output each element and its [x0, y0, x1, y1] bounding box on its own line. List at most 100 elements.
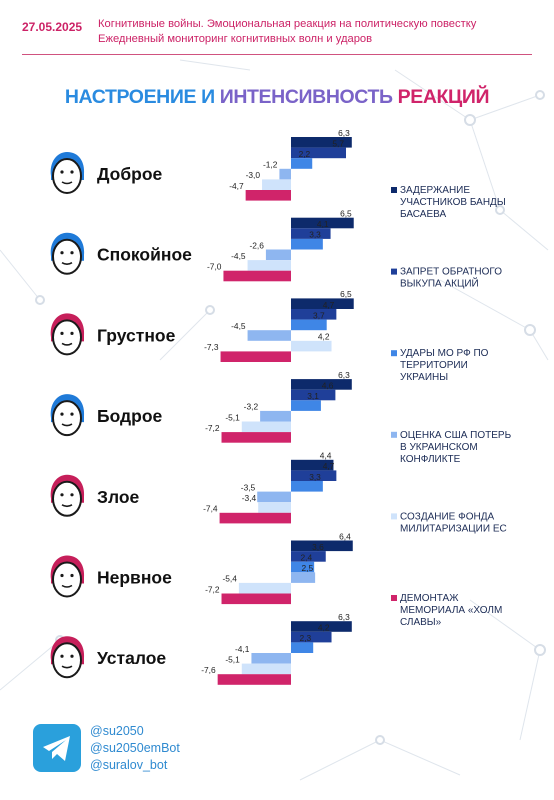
- bar-value-label: 6,5: [340, 289, 352, 299]
- bar: [291, 572, 316, 583]
- face-outline: [52, 561, 82, 598]
- face-outline: [52, 158, 82, 194]
- chart-title: НАСТРОЕНИЕ И ИНТЕНСИВНОСТЬ РЕАКЦИЙ: [0, 86, 554, 109]
- legend-label: УКРАИНЫ: [400, 372, 448, 383]
- bar: [291, 561, 315, 573]
- face-outline: [52, 400, 82, 437]
- bar-value-label: -4,5: [231, 251, 246, 261]
- bar: [223, 270, 291, 282]
- bar-value-label: -1,2: [263, 160, 278, 170]
- bar-value-label: 4,2: [318, 332, 330, 342]
- face-eye-left: [60, 251, 64, 255]
- legend-label: ВЫКУПА АКЦИЙ: [400, 277, 479, 290]
- bar-value-label: 3,3: [309, 472, 321, 482]
- bar: [291, 309, 337, 320]
- bar-value-label: -5,1: [225, 412, 240, 422]
- bar: [291, 340, 332, 352]
- legend-swatch: [391, 268, 397, 275]
- header-description: Ежедневный мониторинг когнитивных волн и…: [98, 33, 373, 45]
- bar: [247, 330, 291, 341]
- bar-value-label: -2,6: [249, 240, 264, 250]
- legend-label: СЛАВЫ»: [400, 617, 442, 628]
- mood-label: Бодрое: [97, 406, 163, 426]
- face-outline: [52, 319, 82, 356]
- bar: [262, 179, 291, 190]
- mood-label: Злое: [97, 487, 140, 507]
- bar-value-label: -3,0: [246, 170, 261, 180]
- bar: [291, 298, 354, 309]
- legend-swatch: [391, 187, 397, 193]
- bar-value-label: 3,6: [312, 542, 324, 552]
- legend-label: ЗАДЕРЖАНИЕ: [400, 185, 470, 196]
- face-eye-left: [60, 412, 64, 416]
- bar: [219, 512, 291, 524]
- title-part-3: РЕАКЦИЙ: [397, 86, 490, 108]
- face-mouth: [61, 504, 73, 508]
- face-eye-left: [60, 654, 64, 658]
- bar: [258, 502, 291, 513]
- bar-value-label: -7,4: [203, 504, 218, 514]
- face-outline: [52, 480, 82, 517]
- bar-value-label: 4,2: [318, 623, 330, 633]
- bar: [221, 593, 291, 605]
- mood-label: Спокойное: [97, 245, 192, 265]
- mood-label: Нервное: [97, 568, 172, 588]
- bar: [291, 631, 332, 643]
- legend-label: КОНФЛИКТЕ: [400, 454, 461, 465]
- legend-label: МЕМОРИАЛА «ХОЛМ: [400, 605, 502, 616]
- header-subtitle: Когнитивные войны. Эмоциональная реакция…: [98, 18, 477, 30]
- legend-label: УЧАСТНИКОВ БАНДЫ: [400, 197, 506, 208]
- bar: [291, 642, 314, 653]
- legend-swatch: [391, 595, 397, 601]
- legend-label: МИЛИТАРИЗАЦИИ ЕС: [400, 523, 507, 534]
- face-mouth: [61, 584, 73, 588]
- bar: [291, 470, 337, 481]
- title-part-1: НАСТРОЕНИЕ И: [64, 86, 220, 108]
- legend-swatch: [391, 431, 397, 438]
- bar-value-label: 3,3: [309, 230, 321, 240]
- telegram-icon: [33, 724, 81, 772]
- bar-value-label: 3,7: [313, 310, 325, 320]
- face-icon: [50, 313, 85, 356]
- bar: [291, 551, 326, 562]
- face-eye-right: [70, 493, 74, 497]
- face-icon: [50, 636, 85, 679]
- face-icon: [50, 555, 85, 598]
- bar-value-label: -7,0: [207, 262, 222, 272]
- bar: [245, 190, 291, 201]
- channel-handle-3[interactable]: @suralov_bot: [90, 758, 168, 772]
- bar-value-label: 4,7: [323, 461, 335, 471]
- channel-handle-2[interactable]: @su2050emBot: [90, 741, 180, 755]
- title-part-2: ИНТЕНСИВНОСТЬ: [219, 86, 398, 108]
- legend-label: В УКРАИНСКОМ: [400, 442, 478, 453]
- face-eye-left: [60, 573, 64, 578]
- legend-swatch: [391, 513, 397, 520]
- face-outline: [52, 642, 82, 679]
- face-eye-right: [70, 331, 74, 335]
- bar: [291, 459, 334, 471]
- bar-value-label: 2,2: [299, 149, 311, 159]
- bar: [291, 481, 323, 492]
- bar: [291, 389, 336, 401]
- bar: [291, 158, 313, 169]
- legend-label: БАСАЕВА: [400, 209, 446, 220]
- bar: [217, 674, 291, 685]
- bar: [291, 319, 327, 331]
- channel-handle-1[interactable]: @su2050: [90, 724, 144, 738]
- face-eye-left: [60, 493, 64, 497]
- face-icon: [50, 152, 85, 194]
- bar-value-label: 6,4: [339, 531, 351, 541]
- bar-value-label: -7,2: [205, 584, 220, 594]
- bar: [279, 168, 291, 180]
- bar-value-label: 4,7: [323, 300, 335, 310]
- bar-value-label: 6,3: [338, 370, 350, 380]
- bar: [291, 147, 347, 159]
- face-eye-left: [60, 170, 64, 174]
- face-eye-right: [70, 170, 74, 174]
- face-mouth: [61, 181, 73, 185]
- mood-label: Грустное: [97, 325, 176, 345]
- legend-label: УДАРЫ МО РФ ПО: [400, 348, 489, 359]
- face-mouth: [61, 342, 73, 346]
- bar-value-label: 6,3: [338, 128, 350, 138]
